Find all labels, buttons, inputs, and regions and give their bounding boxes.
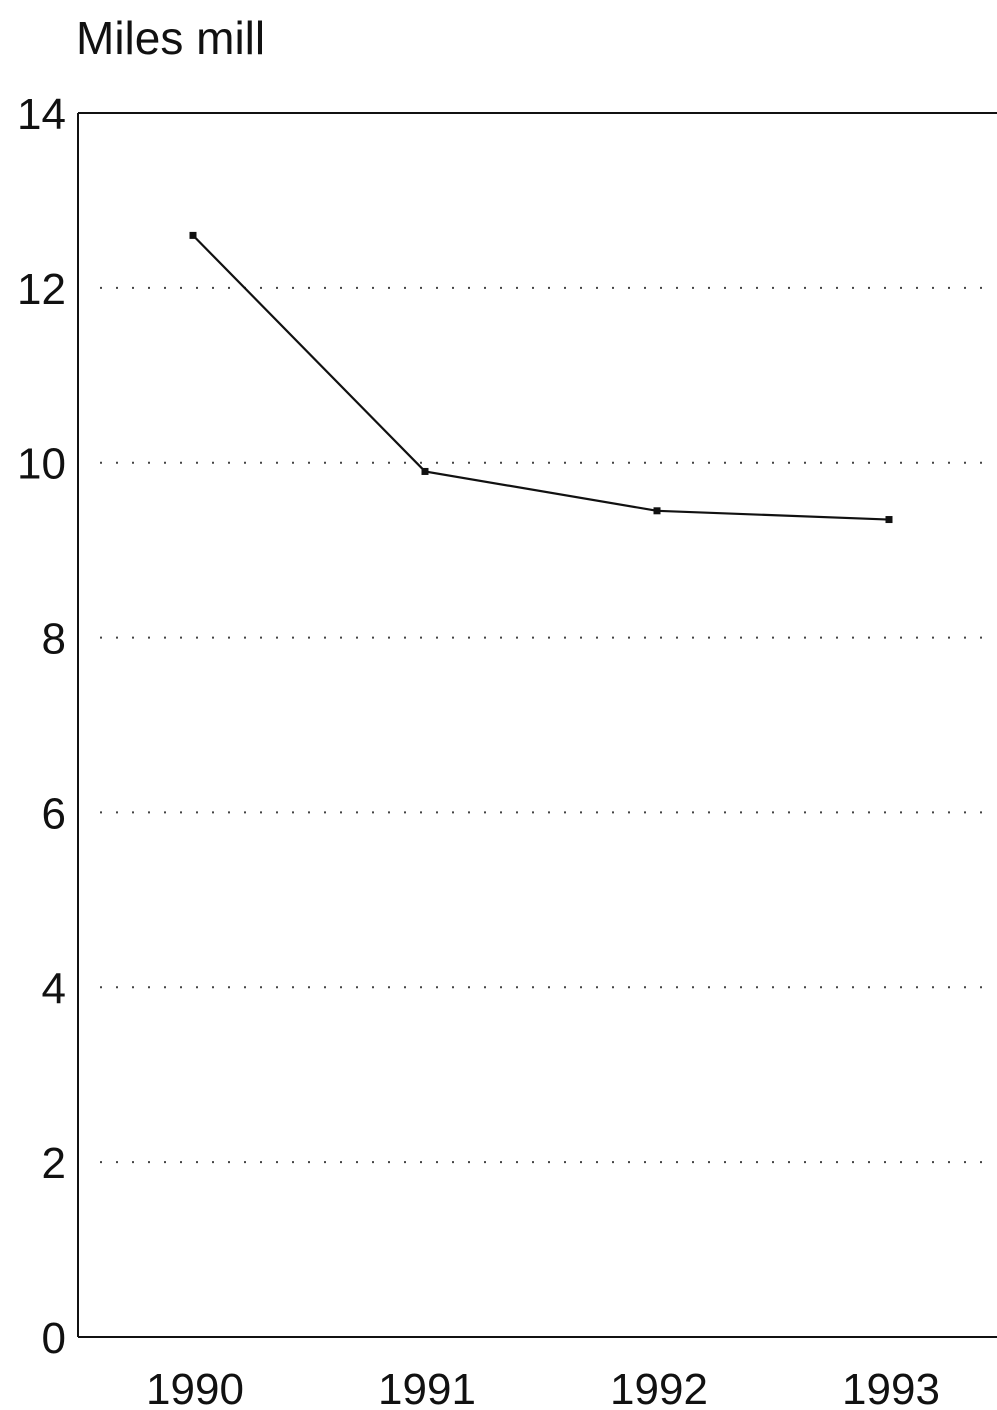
series-line <box>189 231 893 524</box>
x-tick-label-1993: 1993 <box>842 1365 940 1410</box>
y-axis-label: Miles mill <box>76 12 265 64</box>
y-tick-label-12: 12 <box>17 265 66 314</box>
y-tick-label-2: 2 <box>42 1139 66 1188</box>
y-tick-label-4: 4 <box>42 964 66 1013</box>
series-0-line <box>192 234 890 521</box>
gridlines <box>100 286 993 1164</box>
y-tick-label-8: 8 <box>42 615 66 664</box>
data-point-1990 <box>189 231 197 239</box>
x-tick-label-1990: 1990 <box>146 1365 244 1410</box>
data-point-1991 <box>421 467 429 475</box>
data-point-1992 <box>653 507 661 515</box>
x-tick-label-1992: 1992 <box>610 1365 708 1410</box>
y-tick-label-10: 10 <box>17 440 66 489</box>
data-point-1993 <box>885 516 893 524</box>
x-tick-label-1991: 1991 <box>378 1365 476 1410</box>
y-tick-label-6: 6 <box>42 789 66 838</box>
x-tick-labels: 1990 1991 1992 1993 <box>146 1365 940 1410</box>
y-tick-label-0: 0 <box>42 1314 66 1363</box>
y-tick-label-14: 14 <box>17 90 66 139</box>
axes <box>77 112 997 1338</box>
y-tick-labels: 0 2 4 6 8 10 12 14 <box>17 90 66 1363</box>
